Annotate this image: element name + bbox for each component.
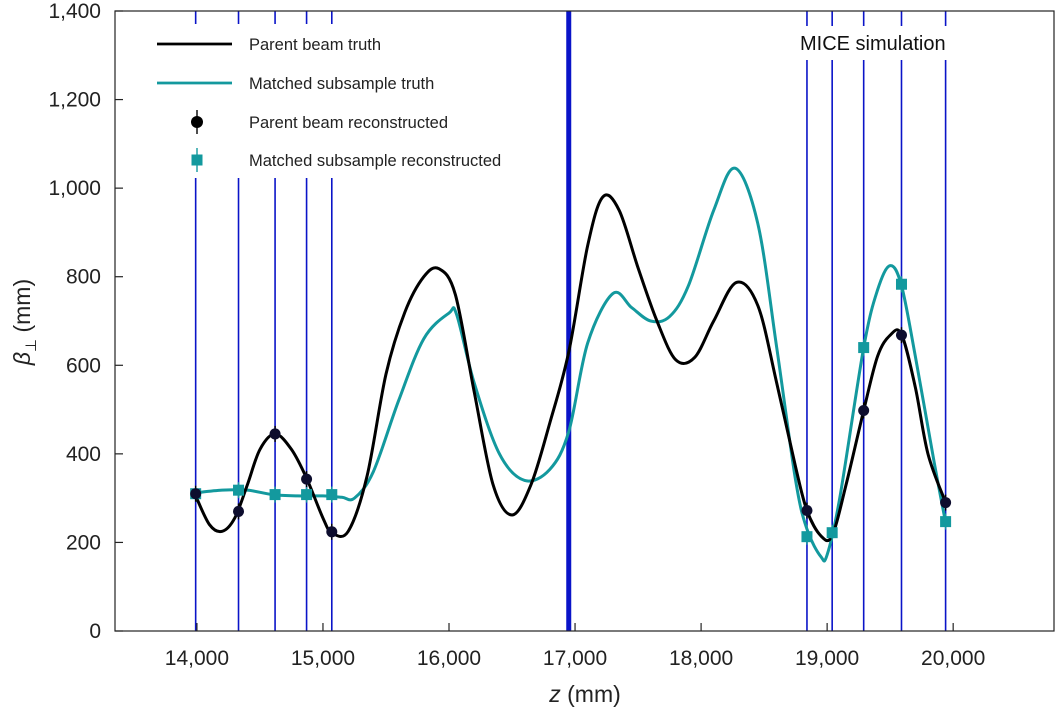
parent-reco-point — [269, 428, 281, 440]
y-tick-label: 1,000 — [48, 177, 101, 200]
plot-frame — [114, 10, 1055, 632]
axis-ticks: 0 200 400 600 800 1,000 1,200 1,400 14,000 15,000… — [48, 0, 985, 670]
matched-reco-point — [233, 484, 245, 496]
parent-reco-point — [190, 488, 202, 500]
matched-reco-point — [326, 489, 338, 501]
legend-label-parent-truth: Parent beam truth — [249, 36, 381, 54]
legend-marker-parent-reco — [191, 116, 203, 128]
legend-marker-matched-reco — [191, 154, 203, 166]
parent-reco-point — [233, 505, 245, 517]
matched-reco-point — [895, 278, 907, 290]
legend-label-matched-reco: Matched subsample reconstructed — [249, 152, 501, 170]
y-axis-title: β⊥ (mm) — [9, 279, 40, 366]
y-tick-label: 400 — [66, 443, 101, 466]
y-tick-label: 600 — [66, 354, 101, 377]
matched-reco-point — [301, 489, 313, 501]
parent-reco-point — [326, 526, 338, 538]
series-markers — [190, 276, 952, 545]
parent-reco-point — [940, 497, 952, 509]
series-matched-truth-line — [195, 166, 948, 563]
x-tick-label: 17,000 — [543, 647, 607, 670]
x-tick-label: 15,000 — [291, 647, 355, 670]
y-tick-label: 1,400 — [48, 0, 101, 23]
y-tick-label: 0 — [89, 620, 101, 643]
x-tick-label: 16,000 — [417, 647, 481, 670]
x-tick-label: 19,000 — [795, 647, 859, 670]
parent-reco-point — [895, 329, 907, 341]
matched-reco-point — [858, 342, 870, 354]
x-axis-title: z (mm) — [548, 681, 621, 707]
parent-reco-point — [858, 404, 870, 416]
matched-reco-point — [269, 489, 281, 501]
matched-reco-point — [801, 531, 813, 543]
legend-label-matched-truth: Matched subsample truth — [249, 75, 434, 93]
x-tick-label: 20,000 — [921, 647, 985, 670]
x-tick-label: 18,000 — [669, 647, 733, 670]
legend: Parent beam truth Matched subsample trut… — [157, 36, 501, 172]
matched-reco-point — [940, 516, 952, 528]
x-tick-label: 14,000 — [165, 647, 229, 670]
annotation-mice-simulation: MICE simulation — [800, 33, 946, 55]
parent-reco-point — [801, 505, 813, 517]
y-tick-label: 800 — [66, 266, 101, 289]
y-tick-label: 1,200 — [48, 89, 101, 112]
y-tick-label: 200 — [66, 531, 101, 554]
matched-reco-point — [826, 527, 838, 539]
parent-reco-point — [301, 473, 313, 485]
legend-label-parent-reco: Parent beam reconstructed — [249, 114, 448, 132]
